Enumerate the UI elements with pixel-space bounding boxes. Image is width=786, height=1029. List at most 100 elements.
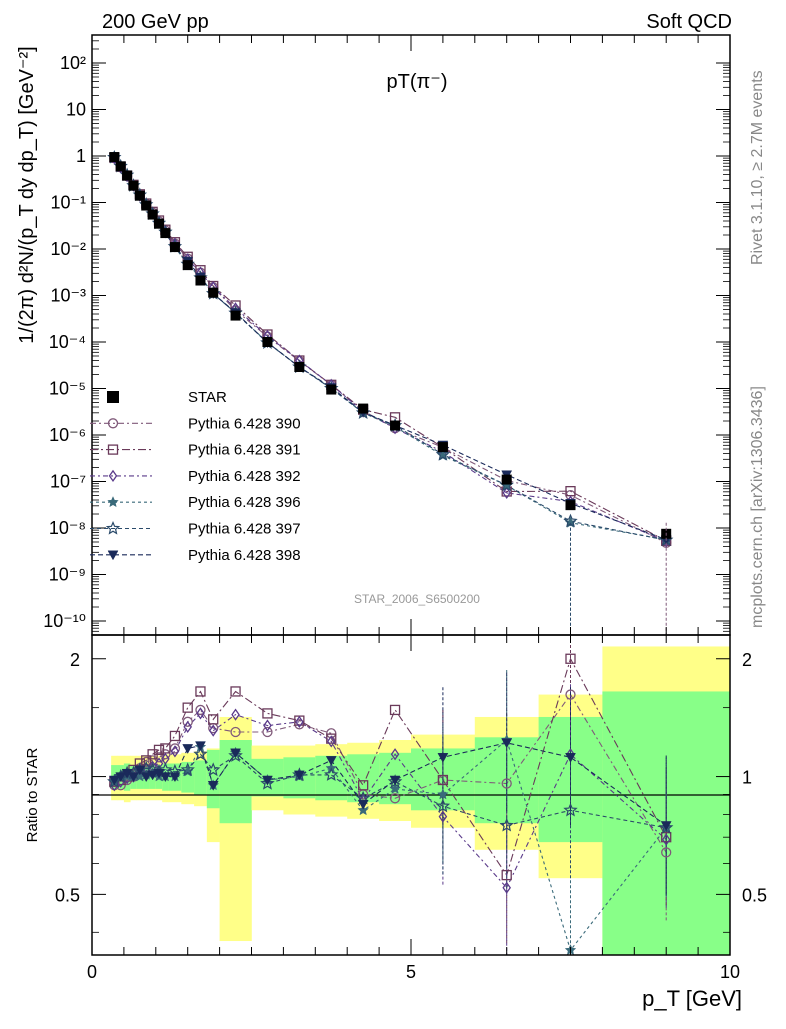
ratio-point xyxy=(182,716,193,727)
ratio-point xyxy=(147,770,159,781)
ratio-y-tick-label-right: 0.5 xyxy=(742,885,767,905)
star-point xyxy=(109,152,120,163)
ratio-point xyxy=(182,744,194,754)
ratio-point xyxy=(661,847,672,858)
ratio-uncertainty-bands xyxy=(111,646,731,955)
main-y-tick-label: 1 xyxy=(76,146,86,166)
plot-title: pT(π⁻) xyxy=(386,71,447,93)
ratio-series-line xyxy=(114,657,667,877)
legend-marker xyxy=(107,550,119,561)
ratio-point xyxy=(169,772,181,783)
main-y-tick-label: 10⁻⁷ xyxy=(50,472,86,492)
ratio-point xyxy=(501,778,512,789)
star-point xyxy=(208,287,219,298)
ratio-point xyxy=(501,738,513,749)
ratio-point xyxy=(169,730,181,742)
ratio-point xyxy=(661,832,672,843)
main-y-tick-label: 10⁻³ xyxy=(50,285,86,305)
main-y-tick-label: 10⁻¹ xyxy=(50,192,86,212)
legend-marker xyxy=(107,444,119,455)
star-point xyxy=(147,209,158,220)
ratio-point xyxy=(195,686,206,697)
legend-marker xyxy=(108,469,118,483)
ratio-point xyxy=(565,753,576,763)
header-left-label: 200 GeV pp xyxy=(102,11,209,33)
ratio-point xyxy=(357,780,369,791)
main-y-tick-label: 10⁻¹⁰ xyxy=(43,611,86,631)
ratio-point xyxy=(154,757,164,770)
ratio-point xyxy=(390,748,400,761)
ratio-y-axis-label: Ratio to STAR xyxy=(24,747,41,842)
legend-label: Pythia 6.428 391 xyxy=(188,442,301,459)
ratio-y-tick-label: 2 xyxy=(70,650,80,670)
ratio-point xyxy=(141,755,152,766)
mcplots-label: mcplots.cern.ch [arXiv:1306.3436] xyxy=(749,386,766,628)
star-point xyxy=(326,384,337,395)
rivet-version-label: Rivet 3.1.10, ≥ 2.7M events xyxy=(749,70,766,265)
ratio-point xyxy=(323,767,339,781)
ratio-point xyxy=(499,817,514,832)
main-y-tick-label: 10⁻² xyxy=(50,239,86,259)
ratio-point xyxy=(325,756,337,766)
star-point xyxy=(294,361,305,372)
star-point xyxy=(565,500,576,511)
ratio-point xyxy=(196,707,205,720)
analysis-watermark: STAR_2006_S6500200 xyxy=(354,592,480,606)
ratio-point xyxy=(231,708,240,721)
ratio-point xyxy=(228,748,243,762)
legend-label: Pythia 6.428 392 xyxy=(188,468,301,485)
ratio-point xyxy=(502,881,511,894)
ratio-point xyxy=(326,733,337,744)
main-y-axis-label-text: 1/(2π) d²N/(p_T dy dp_T) [GeV⁻²] xyxy=(16,46,38,343)
ratio-point xyxy=(230,686,241,697)
ratio-point xyxy=(437,753,449,763)
ratio-band-green xyxy=(206,749,220,809)
main-y-tick-label: 10⁻⁸ xyxy=(49,518,86,538)
header-right-label: Soft QCD xyxy=(646,11,732,33)
star-point xyxy=(122,170,133,181)
main-point xyxy=(502,486,511,499)
ratio-y-tick-label-right: 2 xyxy=(742,650,752,670)
star-point xyxy=(501,474,512,485)
ratio-point xyxy=(208,724,218,737)
ratio-point xyxy=(230,748,241,759)
ratio-point xyxy=(208,714,219,725)
main-series-line xyxy=(113,157,667,544)
star-point xyxy=(134,190,145,201)
star-point xyxy=(182,260,193,271)
ratio-point xyxy=(260,775,275,790)
main-panel-ticks: 10² 10 1 10⁻¹ 10⁻² 10⁻³ 10⁻⁴ 10⁻⁵ 10⁻⁶ 10⁻⁷ 10⁻⁸ 10… xyxy=(43,34,730,632)
x-axis-label: p_T [GeV] xyxy=(642,986,742,1011)
star-point xyxy=(115,161,126,172)
legend-label: Pythia 6.428 390 xyxy=(188,415,301,432)
main-y-tick-label: 10 xyxy=(66,99,86,119)
ratio-point xyxy=(193,746,208,761)
main-y-tick-label: 10⁻⁹ xyxy=(49,565,86,585)
ratio-point xyxy=(660,821,672,831)
legend-marker xyxy=(107,418,119,429)
ratio-point xyxy=(140,772,152,783)
ratio-y-tick-label-right: 1 xyxy=(742,768,752,788)
main-y-tick-label: 10⁻⁶ xyxy=(49,425,86,445)
star-point xyxy=(128,180,139,191)
ratio-point xyxy=(180,762,195,777)
ratio-point xyxy=(435,798,451,813)
star-point xyxy=(141,200,152,211)
ratio-point xyxy=(501,869,512,881)
main-panel-frame xyxy=(91,34,731,636)
ratio-point xyxy=(183,720,192,733)
ratio-point xyxy=(293,770,305,781)
star-point xyxy=(262,336,273,347)
main-series-marks xyxy=(107,149,674,548)
ratio-point xyxy=(170,745,180,758)
ratio-point xyxy=(389,704,401,716)
star-point xyxy=(358,403,369,414)
ratio-point xyxy=(262,726,273,738)
legend-label: Pythia 6.428 398 xyxy=(188,547,301,564)
ratio-point xyxy=(563,802,578,817)
ratio-series-line xyxy=(113,753,667,829)
ratio-point xyxy=(195,704,206,716)
ratio-point xyxy=(357,804,370,816)
star-point xyxy=(169,242,180,253)
